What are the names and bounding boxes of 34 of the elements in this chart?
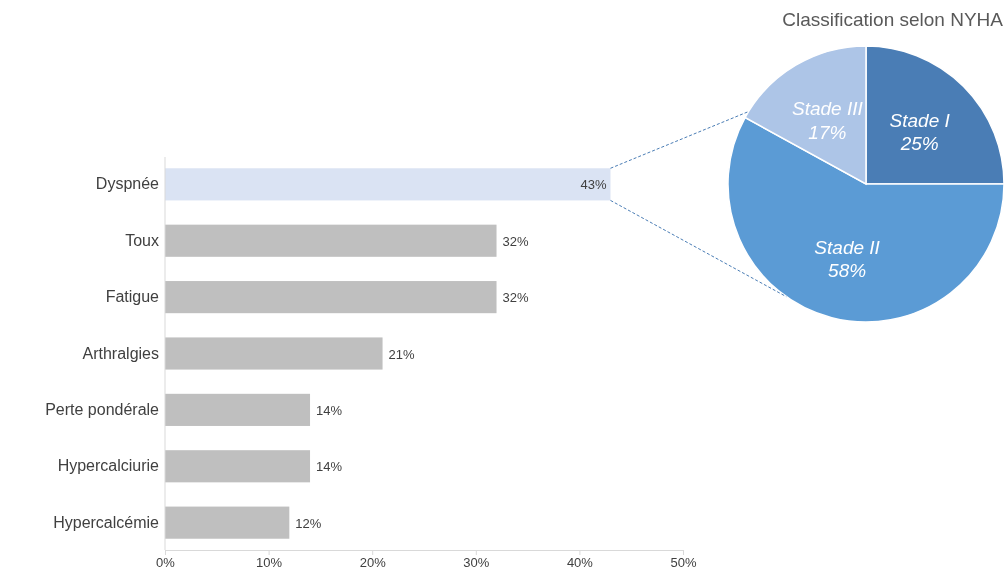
x-tick-label: 10% xyxy=(256,555,283,571)
data-label: 58% xyxy=(828,260,867,282)
bar xyxy=(165,506,290,539)
y-tick-label: Arthralgies xyxy=(82,344,159,362)
data-label: 14% xyxy=(316,459,343,475)
x-tick-label: 0% xyxy=(156,555,176,571)
data-label: 12% xyxy=(295,515,322,531)
data-label: 14% xyxy=(316,402,343,418)
data-label: 17% xyxy=(808,121,847,143)
data-label: 32% xyxy=(502,290,529,306)
data-label: 25% xyxy=(899,133,939,155)
bar xyxy=(165,393,311,426)
x-tick-label: 30% xyxy=(463,555,490,571)
y-tick-label: Fatigue xyxy=(105,288,160,306)
bar xyxy=(165,168,611,201)
bar xyxy=(165,450,311,483)
bar xyxy=(165,224,497,257)
data-label: 21% xyxy=(388,346,416,362)
bar xyxy=(165,281,497,314)
x-tick-label: 50% xyxy=(670,555,697,571)
x-tick-label: 20% xyxy=(359,555,387,571)
y-tick-label: Perte pondérale xyxy=(45,401,160,418)
y-tick-label: Toux xyxy=(125,231,159,249)
data-label: 32% xyxy=(502,233,529,249)
slice-label: Stade III xyxy=(791,97,864,119)
slice-label: Stade I xyxy=(889,109,951,131)
y-tick-label: Hypercalciurie xyxy=(57,457,160,475)
x-tick-label: 40% xyxy=(566,555,594,571)
slice-label: Stade II xyxy=(814,236,881,258)
bar xyxy=(165,337,383,370)
y-tick-label: Hypercalcémie xyxy=(53,513,160,531)
data-label: 43% xyxy=(580,177,607,193)
y-tick-label: Dyspnée xyxy=(95,175,160,193)
chart-title: Classification selon NYHA xyxy=(782,9,1004,30)
